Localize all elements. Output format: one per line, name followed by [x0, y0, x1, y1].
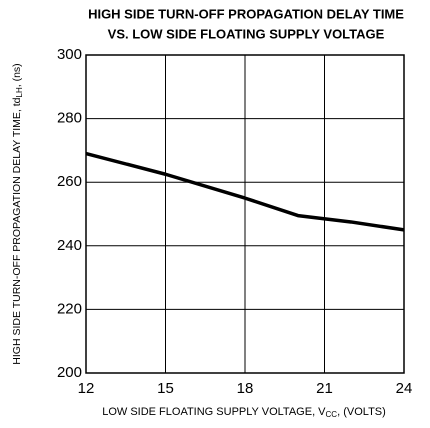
x-axis-label: LOW SIDE FLOATING SUPPLY VOLTAGE, VCC, (… — [102, 406, 386, 419]
y-label-sub: LH — [15, 87, 24, 97]
y-tick-label: 200 — [57, 364, 82, 381]
x-label-part: LOW SIDE FLOATING SUPPLY VOLTAGE, V — [102, 406, 326, 418]
x-label-part: , (VOLTS) — [337, 406, 386, 418]
x-tick-label: 21 — [316, 380, 333, 397]
x-tick-label: 12 — [78, 380, 95, 397]
y-label-part: , (ns) — [11, 63, 23, 87]
y-tick-label: 260 — [57, 173, 82, 190]
plot-frame — [85, 54, 405, 374]
chart-title: VS. LOW SIDE FLOATING SUPPLY VOLTAGE — [108, 26, 385, 41]
x-tick-label: 15 — [157, 380, 174, 397]
x-tick-label: 24 — [396, 380, 413, 397]
y-tick-label: 240 — [57, 237, 82, 254]
y-tick-label: 300 — [57, 46, 82, 63]
y-tick-label: 220 — [57, 300, 82, 317]
y-axis-label: HIGH SIDE TURN-OFF PROPAGATION DELAY TIM… — [11, 63, 24, 364]
y-label-part: HIGH SIDE TURN-OFF PROPAGATION DELAY TIM… — [11, 97, 23, 364]
y-tick-label: 280 — [57, 110, 82, 127]
x-label-sub: CC — [326, 410, 338, 419]
x-tick-label: 18 — [237, 380, 254, 397]
data-line — [85, 151, 405, 232]
chart-title: HIGH SIDE TURN-OFF PROPAGATION DELAY TIM… — [88, 6, 404, 21]
